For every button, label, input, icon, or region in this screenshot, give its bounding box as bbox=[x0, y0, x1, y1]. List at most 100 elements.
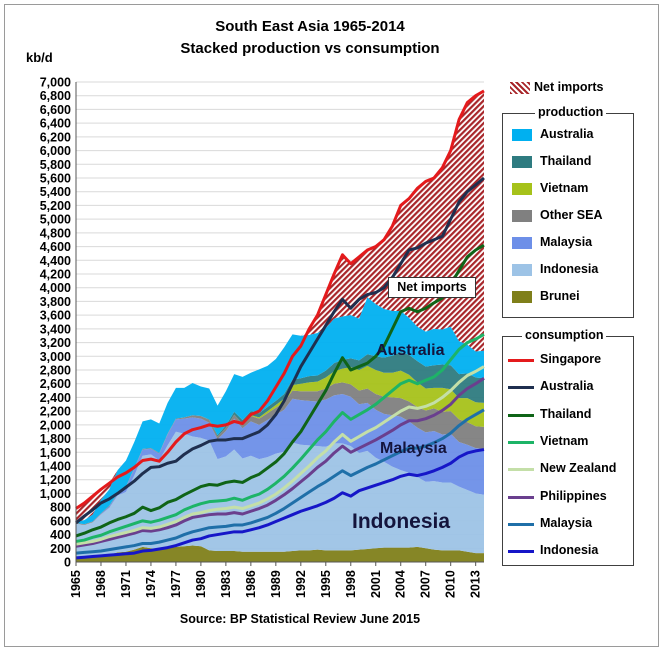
y-axis-unit-label: kb/d bbox=[26, 50, 53, 65]
y-tick-label: 6,000 bbox=[40, 144, 71, 158]
y-tick-label: 800 bbox=[50, 501, 71, 515]
y-tick-label: 2,000 bbox=[40, 418, 71, 432]
consumption-line-australia bbox=[75, 176, 485, 525]
legend-label-new-zealand: New Zealand bbox=[540, 461, 617, 476]
x-tick-label: 1986 bbox=[244, 570, 258, 598]
x-tick-label: 1965 bbox=[69, 570, 83, 598]
y-tick-label: 5,400 bbox=[40, 185, 71, 199]
y-tick-label: 400 bbox=[50, 528, 71, 542]
chart-title: South East Asia 1965-2014 bbox=[215, 18, 405, 35]
production-area-other-sea bbox=[76, 382, 484, 525]
x-tick-label: 2010 bbox=[444, 570, 458, 598]
consumption-line-thailand bbox=[75, 243, 485, 538]
x-tick-label: 1983 bbox=[219, 570, 233, 598]
y-tick-label: 4,800 bbox=[40, 226, 71, 240]
x-tick-label: 1989 bbox=[269, 570, 283, 598]
area-label-australia: Australia bbox=[376, 342, 445, 359]
y-tick-label: 3,000 bbox=[40, 350, 71, 364]
legend-swatch-other-sea bbox=[512, 210, 532, 222]
y-tick-label: 7,000 bbox=[40, 76, 71, 90]
x-tick-label: 1995 bbox=[319, 570, 333, 598]
consumption-line-singapore bbox=[75, 89, 485, 510]
x-tick-label: 1968 bbox=[94, 570, 108, 598]
x-tick-label: 1992 bbox=[294, 570, 308, 598]
y-tick-label: 1,600 bbox=[40, 446, 71, 460]
legend-swatch-indonesia bbox=[512, 264, 532, 276]
x-tick-label: 1974 bbox=[144, 570, 158, 598]
y-tick-label: 600 bbox=[50, 514, 71, 528]
y-tick-label: 3,400 bbox=[40, 322, 71, 336]
legend-label-thailand: Thailand bbox=[540, 406, 592, 421]
legend-label-net-imports: Net imports bbox=[534, 80, 604, 94]
y-tick-label: 6,800 bbox=[40, 89, 71, 103]
y-tick-label: 4,600 bbox=[40, 240, 71, 254]
consumption-line-vietnam bbox=[75, 333, 485, 543]
consumption-line-philippines bbox=[75, 376, 485, 548]
y-tick-label: 4,400 bbox=[40, 254, 71, 268]
y-tick-label: 3,200 bbox=[40, 336, 71, 350]
y-tick-label: 4,200 bbox=[40, 268, 71, 282]
legend-swatch-thailand bbox=[512, 156, 532, 168]
chart-subtitle: Stacked production vs consumption bbox=[180, 40, 440, 57]
x-tick-label: 2013 bbox=[469, 570, 483, 598]
source-note: Source: BP Statistical Review June 2015 bbox=[179, 612, 421, 626]
y-tick-label: 0 bbox=[64, 556, 71, 570]
legend-label-malaysia: Malaysia bbox=[540, 235, 593, 249]
legend-label-indonesia: Indonesia bbox=[540, 543, 599, 558]
y-tick-label: 6,400 bbox=[40, 117, 71, 131]
legend-line-new-zealand bbox=[508, 468, 534, 472]
production-area-malaysia bbox=[76, 394, 484, 525]
legend-label-australia: Australia bbox=[540, 379, 594, 394]
legend-swatch-australia bbox=[512, 129, 532, 141]
x-tick-label: 1998 bbox=[344, 570, 358, 598]
legend-swatch-brunei bbox=[512, 291, 532, 303]
legend-consumption-heading: consumption bbox=[522, 328, 607, 342]
y-tick-label: 200 bbox=[50, 542, 71, 556]
net-imports-callout: Net imports bbox=[388, 277, 476, 298]
x-tick-label: 1971 bbox=[119, 570, 133, 598]
y-tick-label: 5,800 bbox=[40, 158, 71, 172]
legend-line-thailand bbox=[508, 413, 534, 417]
legend-line-vietnam bbox=[508, 440, 534, 444]
x-tick-label: 2004 bbox=[394, 570, 408, 598]
legend-line-singapore bbox=[508, 359, 534, 362]
y-tick-label: 3,600 bbox=[40, 309, 71, 323]
y-tick-label: 2,800 bbox=[40, 364, 71, 378]
legend-line-indonesia bbox=[508, 550, 534, 554]
x-tick-label: 1980 bbox=[194, 570, 208, 598]
legend-label-singapore: Singapore bbox=[540, 352, 602, 366]
consumption-line-indonesia bbox=[75, 448, 485, 560]
consumption-line-new-zealand bbox=[75, 365, 485, 546]
legend-label-thailand: Thailand bbox=[540, 154, 592, 168]
legend-label-vietnam: Vietnam bbox=[540, 181, 589, 195]
y-tick-label: 2,200 bbox=[40, 405, 71, 419]
y-tick-label: 2,600 bbox=[40, 377, 71, 391]
legend-label-other-sea: Other SEA bbox=[540, 208, 603, 222]
legend-label-vietnam: Vietnam bbox=[540, 433, 589, 448]
x-tick-label: 2001 bbox=[369, 570, 383, 598]
x-tick-label: 1977 bbox=[169, 570, 183, 598]
y-tick-label: 1,200 bbox=[40, 473, 71, 487]
y-tick-label: 1,400 bbox=[40, 460, 71, 474]
y-tick-label: 5,000 bbox=[40, 213, 71, 227]
legend-line-australia bbox=[508, 386, 534, 390]
legend-label-malaysia: Malaysia bbox=[540, 515, 593, 530]
legend-swatch-net-imports bbox=[510, 82, 530, 94]
y-tick-label: 6,200 bbox=[40, 130, 71, 144]
legend-label-philippines: Philippines bbox=[540, 488, 607, 503]
legend-label-australia: Australia bbox=[540, 127, 594, 141]
legend-consumption-box bbox=[502, 336, 634, 566]
y-tick-label: 1,000 bbox=[40, 487, 71, 501]
y-tick-label: 2,400 bbox=[40, 391, 71, 405]
y-tick-label: 5,600 bbox=[40, 172, 71, 186]
y-tick-label: 1,800 bbox=[40, 432, 71, 446]
legend-line-malaysia bbox=[508, 522, 534, 526]
area-label-malaysia: Malaysia bbox=[380, 440, 447, 457]
net-imports-area bbox=[76, 90, 484, 523]
consumption-line-malaysia bbox=[75, 408, 485, 555]
y-tick-label: 5,200 bbox=[40, 199, 71, 213]
legend-swatch-vietnam bbox=[512, 183, 532, 195]
y-tick-label: 3,800 bbox=[40, 295, 71, 309]
x-tick-label: 2007 bbox=[419, 570, 433, 598]
